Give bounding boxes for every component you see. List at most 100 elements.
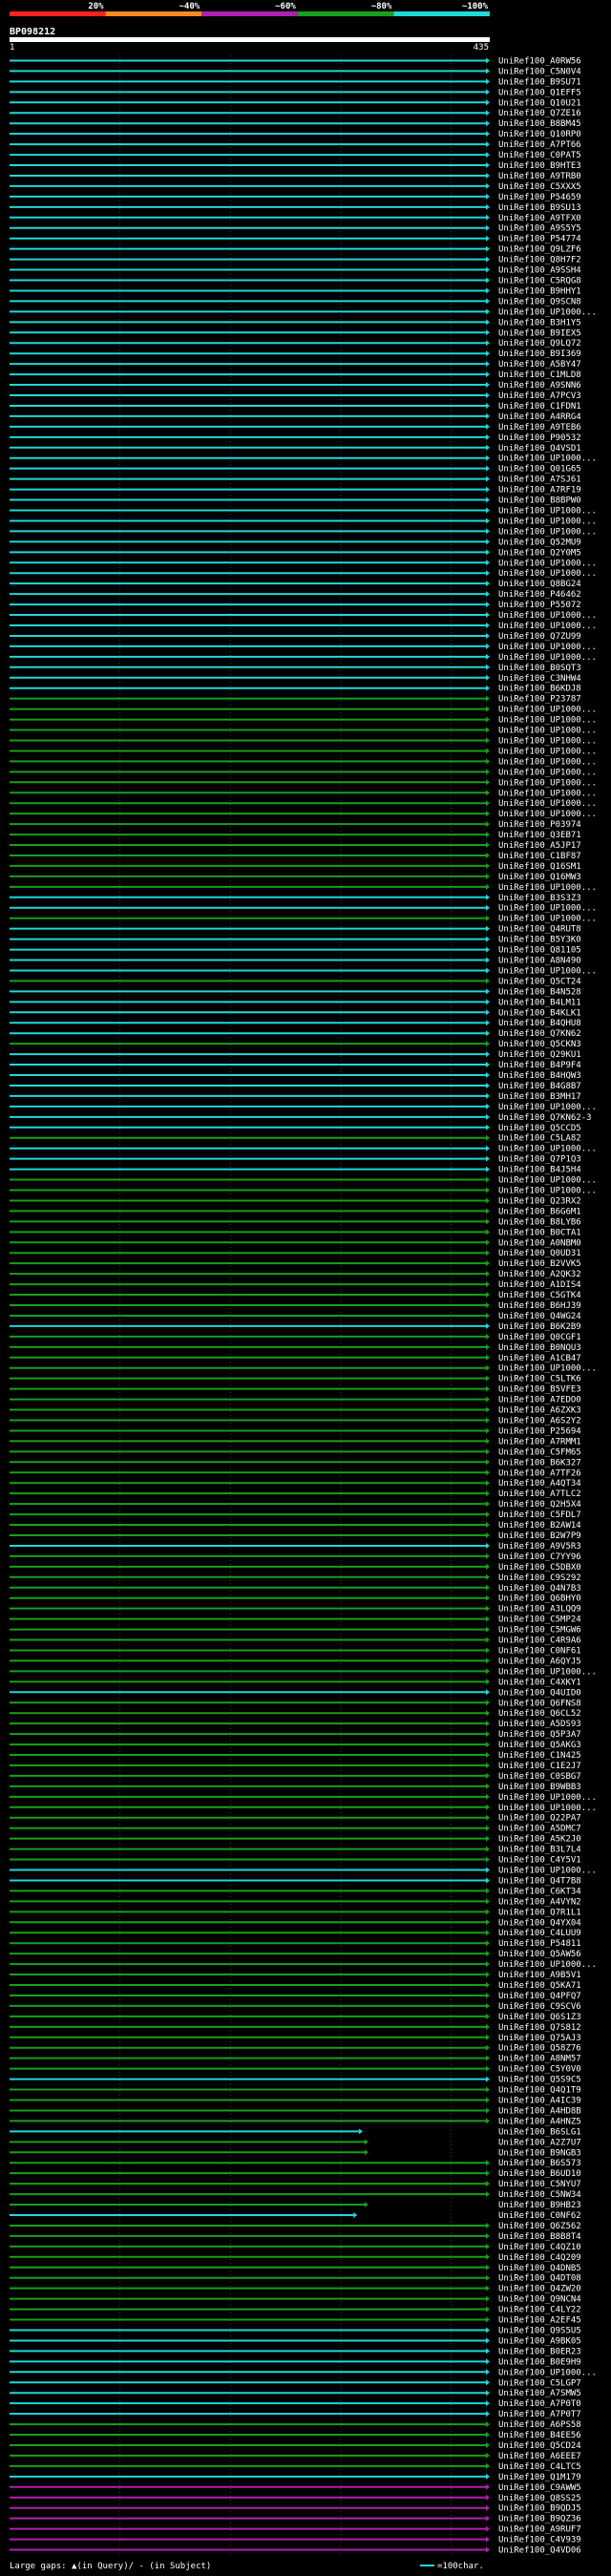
hit-label[interactable]: UniRef100_A6EEE7	[498, 2452, 581, 2461]
hit-label[interactable]: UniRef100_UP1000...	[498, 1364, 597, 1374]
hit-label[interactable]: UniRef100_A7RMM1	[498, 1437, 581, 1446]
hit-label[interactable]: UniRef100_C4LTC5	[498, 2462, 581, 2472]
hit-label[interactable]: UniRef100_B2W7P9	[498, 1531, 581, 1541]
hit-label[interactable]: UniRef100_C1MLD8	[498, 370, 581, 380]
hit-label[interactable]: UniRef100_A8NM57	[498, 2055, 581, 2064]
hit-label[interactable]: UniRef100_B9SU71	[498, 77, 581, 87]
hit-label[interactable]: UniRef100_A6QYJ5	[498, 1657, 581, 1666]
hit-label[interactable]: UniRef100_A0NBM0	[498, 1238, 581, 1248]
hit-label[interactable]: UniRef100_B2AW14	[498, 1521, 581, 1531]
hit-label[interactable]: UniRef100_A0RW56	[498, 56, 581, 66]
hit-label[interactable]: UniRef100_B9HHY1	[498, 286, 581, 296]
hit-label[interactable]: UniRef100_Q4YX04	[498, 1918, 581, 1928]
hit-label[interactable]: UniRef100_Q8H7F2	[498, 256, 581, 265]
hit-label[interactable]: UniRef100_A7TF26	[498, 1468, 581, 1478]
hit-label[interactable]: UniRef100_C4R9A6	[498, 1636, 581, 1646]
hit-label[interactable]: UniRef100_Q9S5U5	[498, 2326, 581, 2335]
hit-label[interactable]: UniRef100_Q7S812	[498, 2023, 581, 2033]
hit-label[interactable]: UniRef100_Q7ZU99	[498, 632, 581, 642]
hit-label[interactable]: UniRef100_Q6S1Z3	[498, 2013, 581, 2022]
hit-label[interactable]: UniRef100_Q4Q1T9	[498, 2086, 581, 2096]
hit-label[interactable]: UniRef100_B4EE56	[498, 2431, 581, 2440]
hit-label[interactable]: UniRef100_UP1000...	[498, 611, 597, 621]
hit-label[interactable]: UniRef100_Q5KA71	[498, 1981, 581, 1991]
hit-label[interactable]: UniRef100_C0PAT5	[498, 151, 581, 160]
hit-label[interactable]: UniRef100_Q7P1Q3	[498, 1155, 581, 1165]
hit-label[interactable]: UniRef100_C4Y5V1	[498, 1856, 581, 1866]
hit-label[interactable]: UniRef100_UP1000...	[498, 2368, 597, 2377]
hit-label[interactable]: UniRef100_A6PS58	[498, 2420, 581, 2430]
hit-label[interactable]: UniRef100_A4HNZ5	[498, 2117, 581, 2126]
hit-label[interactable]: UniRef100_Q4T7B8	[498, 1876, 581, 1886]
hit-label[interactable]: UniRef100_Q1EFF5	[498, 88, 581, 97]
hit-label[interactable]: UniRef100_Q4RUT8	[498, 925, 581, 935]
hit-label[interactable]: UniRef100_Q75AJ3	[498, 2034, 581, 2043]
hit-label[interactable]: UniRef100_A1DIS4	[498, 1280, 581, 1290]
hit-label[interactable]: UniRef100_UP1000...	[498, 1187, 597, 1196]
hit-label[interactable]: UniRef100_Q8BG24	[498, 580, 581, 589]
hit-label[interactable]: UniRef100_B2VVK5	[498, 1259, 581, 1269]
hit-label[interactable]: UniRef100_A5BY47	[498, 360, 581, 370]
hit-label[interactable]: UniRef100_Q5CKN3	[498, 1040, 581, 1049]
hit-label[interactable]: UniRef100_Q1M179	[498, 2473, 581, 2482]
hit-label[interactable]: UniRef100_A7EDO0	[498, 1396, 581, 1405]
hit-label[interactable]: UniRef100_B6UD10	[498, 2169, 581, 2179]
hit-label[interactable]: UniRef100_UP1000...	[498, 904, 597, 914]
hit-label[interactable]: UniRef100_C5FDL7	[498, 1510, 581, 1520]
hit-label[interactable]: UniRef100_C0SBG7	[498, 1772, 581, 1782]
hit-label[interactable]: UniRef100_Q9LZF6	[498, 245, 581, 255]
hit-label[interactable]: UniRef100_Q4VSD1	[498, 444, 581, 454]
hit-label[interactable]: UniRef100_A5DS93	[498, 1720, 581, 1729]
hit-label[interactable]: UniRef100_Q7R1L1	[498, 1908, 581, 1917]
hit-label[interactable]: UniRef100_C5LA82	[498, 1134, 581, 1144]
hit-label[interactable]: UniRef100_Q4UID0	[498, 1688, 581, 1698]
hit-label[interactable]: UniRef100_A2QK32	[498, 1270, 581, 1279]
hit-label[interactable]: UniRef100_Q5CT24	[498, 977, 581, 986]
hit-label[interactable]: UniRef100_B4KLK1	[498, 1008, 581, 1018]
hit-label[interactable]: UniRef100_A3LQQ9	[498, 1605, 581, 1615]
hit-label[interactable]: UniRef100_B4P9F4	[498, 1061, 581, 1070]
hit-label[interactable]: UniRef100_Q10RP0	[498, 130, 581, 139]
hit-label[interactable]: UniRef100_C4Q209	[498, 2253, 581, 2263]
hit-label[interactable]: UniRef100_B8BM45	[498, 119, 581, 129]
hit-label[interactable]: UniRef100_UP1000...	[498, 653, 597, 663]
hit-label[interactable]: UniRef100_C1BF87	[498, 852, 581, 861]
hit-label[interactable]: UniRef100_Q6FNS8	[498, 1699, 581, 1708]
hit-label[interactable]: UniRef100_A7RF19	[498, 486, 581, 496]
hit-label[interactable]: UniRef100_UP1000...	[498, 736, 597, 746]
hit-label[interactable]: UniRef100_UP1000...	[498, 727, 597, 736]
hit-label[interactable]: UniRef100_Q4PFQ7	[498, 1992, 581, 2001]
hit-label[interactable]: UniRef100_Q10U21	[498, 98, 581, 108]
hit-label[interactable]: UniRef100_C5MP24	[498, 1615, 581, 1625]
hit-label[interactable]: UniRef100_A9S5Y5	[498, 224, 581, 234]
hit-label[interactable]: UniRef100_A9SSH4	[498, 266, 581, 276]
hit-label[interactable]: UniRef100_UP1000...	[498, 778, 597, 788]
hit-label[interactable]: UniRef100_A1CB47	[498, 1354, 581, 1363]
hit-label[interactable]: UniRef100_UP1000...	[498, 915, 597, 924]
hit-label[interactable]: UniRef100_Q29KU1	[498, 1050, 581, 1060]
hit-label[interactable]: UniRef100_B4J5H4	[498, 1166, 581, 1175]
hit-label[interactable]: UniRef100_B6KDJ8	[498, 685, 581, 694]
hit-label[interactable]: UniRef100_B9I369	[498, 349, 581, 359]
hit-label[interactable]: UniRef100_B6K327	[498, 1458, 581, 1467]
hit-label[interactable]: UniRef100_A4RRG4	[498, 412, 581, 422]
hit-label[interactable]: UniRef100_Q4DT08	[498, 2274, 581, 2284]
hit-label[interactable]: UniRef100_Q4ZW20	[498, 2285, 581, 2294]
hit-label[interactable]: UniRef100_C1FDN1	[498, 402, 581, 412]
hit-label[interactable]: UniRef100_C4V939	[498, 2536, 581, 2545]
hit-label[interactable]: UniRef100_B9NGB3	[498, 2148, 581, 2158]
hit-label[interactable]: UniRef100_UP1000...	[498, 569, 597, 579]
hit-label[interactable]: UniRef100_Q52MU9	[498, 538, 581, 547]
hit-label[interactable]: UniRef100_B6S573	[498, 2159, 581, 2168]
hit-label[interactable]: UniRef100_B6K2B9	[498, 1322, 581, 1332]
hit-label[interactable]: UniRef100_A9RUF7	[498, 2525, 581, 2535]
hit-label[interactable]: UniRef100_C9SCV6	[498, 2002, 581, 2012]
hit-label[interactable]: UniRef100_B4QHU8	[498, 1019, 581, 1028]
hit-label[interactable]: UniRef100_B4HQW3	[498, 1071, 581, 1081]
hit-label[interactable]: UniRef100_UP1000...	[498, 527, 597, 537]
hit-label[interactable]: UniRef100_C5Y0V0	[498, 2065, 581, 2075]
hit-label[interactable]: UniRef100_A5DMC7	[498, 1825, 581, 1834]
hit-label[interactable]: UniRef100_A4HD8B	[498, 2106, 581, 2116]
hit-label[interactable]: UniRef100_B8BPW0	[498, 496, 581, 506]
hit-label[interactable]: UniRef100_B5Y3K0	[498, 936, 581, 945]
